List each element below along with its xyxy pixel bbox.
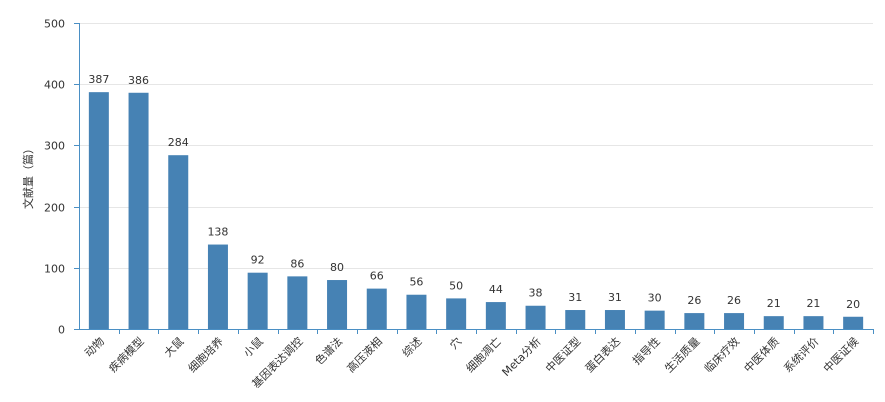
bar — [604, 310, 625, 329]
bar — [406, 294, 427, 329]
x-category-label: 蛋白表达 — [582, 334, 623, 375]
x-category-label: 大鼠 — [161, 334, 186, 359]
x-category-label: 动物 — [82, 334, 107, 359]
bar — [168, 155, 189, 329]
bar — [327, 280, 348, 329]
bar — [88, 92, 109, 329]
x-category-label: Meta分析 — [499, 334, 544, 379]
y-axis-title: 文献量（篇） — [21, 143, 35, 209]
x-category-label: 疾病模型 — [106, 334, 147, 375]
data-label: 86 — [290, 257, 304, 270]
data-label: 26 — [687, 294, 701, 307]
bar — [128, 92, 149, 329]
x-category-label: 色谱法 — [312, 334, 345, 367]
y-tick-label: 0 — [58, 324, 65, 337]
gridlines — [79, 23, 873, 269]
bars — [88, 92, 864, 329]
data-label: 92 — [251, 254, 265, 267]
bar — [644, 310, 665, 329]
bar — [843, 316, 864, 329]
bar — [446, 298, 467, 329]
data-labels: 387 386 284 138 92 86 80 66 56 50 44 38 31 31 30 26 26 21… — [88, 73, 860, 311]
data-label: 50 — [449, 279, 463, 292]
bar — [247, 272, 268, 329]
data-label: 44 — [489, 283, 503, 296]
data-label: 56 — [409, 276, 423, 289]
data-label: 80 — [330, 261, 344, 274]
bar — [763, 316, 784, 329]
data-label: 21 — [767, 297, 781, 310]
x-category-label: 中医体质 — [741, 334, 782, 375]
x-category-label: 细胞凋亡 — [463, 334, 504, 375]
data-label: 30 — [648, 292, 662, 305]
bar — [684, 313, 705, 329]
x-category-label: 小鼠 — [240, 334, 265, 359]
y-tick-label: 200 — [44, 202, 65, 215]
x-category-label: 中医证型 — [542, 334, 583, 375]
x-category-label: 临床疗效 — [701, 334, 742, 375]
data-label: 31 — [608, 291, 622, 304]
bar — [485, 302, 506, 329]
bar — [525, 305, 546, 329]
y-tick-label: 100 — [44, 263, 65, 276]
bar — [724, 313, 745, 329]
data-label: 138 — [207, 226, 228, 239]
bar — [565, 310, 586, 329]
data-label: 386 — [128, 74, 149, 87]
data-label: 21 — [806, 297, 820, 310]
x-category-label: 指导性 — [630, 334, 663, 367]
bar — [207, 244, 228, 329]
x-category-label: 高压液相 — [344, 334, 385, 375]
y-tick-label: 500 — [44, 18, 65, 31]
data-label: 26 — [727, 294, 741, 307]
bar — [287, 276, 308, 329]
y-tick-label: 400 — [44, 79, 65, 92]
data-label: 20 — [846, 298, 860, 311]
x-category-label: 生活质量 — [661, 334, 702, 375]
bar — [366, 288, 387, 329]
x-category-label: 中医证候 — [820, 334, 861, 375]
data-label: 31 — [568, 291, 582, 304]
data-label: 284 — [168, 136, 189, 149]
x-category-label: 系统评价 — [781, 335, 821, 375]
data-label: 38 — [529, 287, 543, 300]
x-category-label: 细胞培养 — [185, 334, 226, 375]
x-category-label: 综述 — [399, 334, 424, 359]
y-tick-label: 300 — [44, 140, 65, 153]
data-label: 387 — [88, 73, 109, 86]
data-label: 66 — [370, 270, 384, 283]
x-category-label: 穴 — [447, 334, 465, 352]
x-axis-labels: 动物 疾病模型 大鼠 细胞培养 小鼠基因表达调控 色谱法 高压液相 综述穴细胞凋亡Meta分析… — [82, 329, 874, 391]
y-axis-ticks: 0 100 200 300 400 500 — [44, 18, 79, 337]
bar — [803, 316, 824, 329]
